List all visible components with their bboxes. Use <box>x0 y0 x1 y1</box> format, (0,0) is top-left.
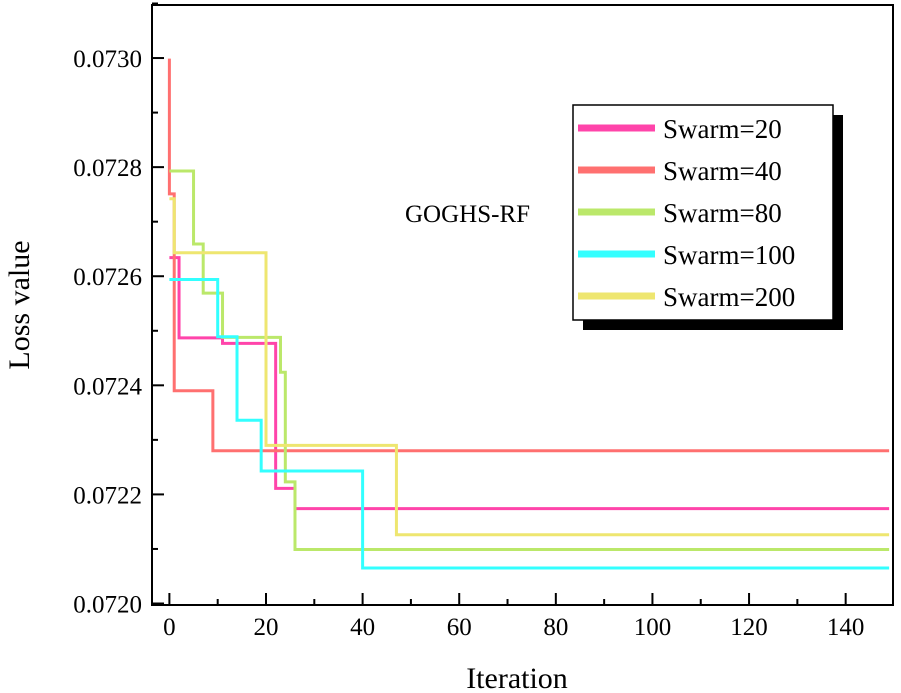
series-layer <box>167 58 890 570</box>
y-tick-label: 0.0730 <box>73 46 142 73</box>
x-axis-label: Iteration <box>466 662 568 693</box>
series-line-3 <box>169 278 890 570</box>
y-tick-label: 0.0728 <box>73 155 142 182</box>
x-tick-label: 120 <box>730 614 768 641</box>
legend-label-3: Swarm=100 <box>663 240 795 270</box>
series-line-2 <box>169 169 890 551</box>
x-tick-label: 60 <box>447 614 472 641</box>
x-tick-label: 100 <box>634 614 672 641</box>
legend-label-2: Swarm=80 <box>663 198 782 228</box>
y-tick-label: 0.0726 <box>73 264 142 291</box>
plot-frame <box>151 4 894 606</box>
legend-label-4: Swarm=200 <box>663 282 795 312</box>
ticks-layer: 0 20 40 60 80 100 120 140 0.0720 0.0722 0.0724 0.07… <box>73 2 865 641</box>
series-line-1 <box>167 58 890 453</box>
x-tick-label: 80 <box>543 614 568 641</box>
y-tick-label: 0.0724 <box>73 373 142 400</box>
y-tick-label: 0.0722 <box>73 482 142 509</box>
x-tick-label: 20 <box>254 614 279 641</box>
legend-label-0: Swarm=20 <box>663 114 782 144</box>
y-axis-label: Loss value <box>3 240 36 369</box>
annotation-label: GOGHS-RF <box>405 201 530 228</box>
legend: Swarm=20 Swarm=40 Swarm=80 Swarm=100 Swarm=2… <box>572 104 843 330</box>
series-line-4 <box>169 197 890 537</box>
legend-label-1: Swarm=40 <box>663 156 782 186</box>
x-tick-label: 140 <box>827 614 865 641</box>
y-tick-label: 0.0720 <box>73 592 142 619</box>
x-tick-label: 40 <box>350 614 375 641</box>
x-tick-label: 0 <box>163 614 176 641</box>
